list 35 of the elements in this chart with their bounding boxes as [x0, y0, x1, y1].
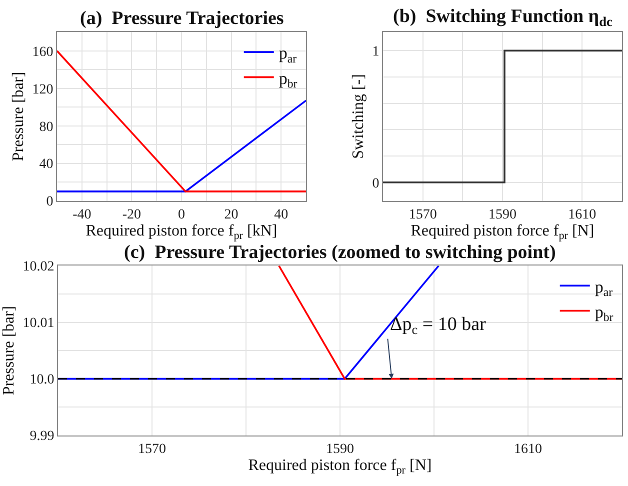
chart-title: (c) Pressure Trajectories (zoomed to switching point)	[124, 242, 556, 263]
legend-label: p$_{ar}$	[594, 277, 613, 299]
y-tick-label: 0	[46, 194, 54, 210]
x-tick-label: 20	[224, 208, 238, 223]
x-axis-title: Required piston force f$_{pr}$ [N]	[410, 222, 594, 242]
y-tick-label: 9.99	[30, 429, 54, 444]
annotation: Δp$_{c}$ = 10 bar	[390, 314, 487, 337]
x-tick-label: 0	[178, 208, 185, 223]
y-tick-label: 120	[32, 82, 54, 98]
y-axis-title: Pressure [bar]	[10, 72, 28, 162]
legend-label: p$_{br}$	[278, 68, 298, 90]
chart-title: (a) Pressure Trajectories	[80, 8, 284, 29]
y-tick-label: 1	[372, 44, 380, 60]
legend-label: p$_{ar}$	[278, 44, 297, 66]
y-tick-label: 40	[39, 157, 54, 172]
y-tick-label: 10.01	[22, 316, 54, 332]
x-tick-label: 1590	[488, 208, 516, 223]
chart-title: (b) Switching Function η$_{dc}$	[393, 6, 613, 29]
y-axis-title: Switching [-]	[350, 74, 368, 159]
x-tick-label: 1610	[514, 442, 542, 458]
x-axis-title: Required piston force f$_{pr}$ [N]	[248, 457, 432, 476]
y-tick-label: 160	[32, 44, 54, 60]
y-axis-title: Pressure [bar]	[0, 306, 18, 396]
x-tick-label: 1570	[138, 442, 166, 458]
y-tick-label: 80	[39, 120, 54, 135]
x-tick-label: -20	[122, 208, 142, 223]
y-tick-label: 10.0	[30, 372, 54, 388]
x-tick-label: 1610	[568, 208, 596, 223]
x-tick-label: 40	[274, 208, 288, 223]
legend-label: p$_{br}$	[594, 302, 614, 324]
x-tick-label: 1570	[408, 208, 437, 223]
y-tick-label: 10.02	[22, 260, 54, 275]
x-axis-title: Required piston force f$_{pr}$ [kN]	[86, 222, 278, 242]
x-tick-label: 1590	[326, 442, 354, 458]
x-tick-label: -40	[72, 208, 92, 223]
